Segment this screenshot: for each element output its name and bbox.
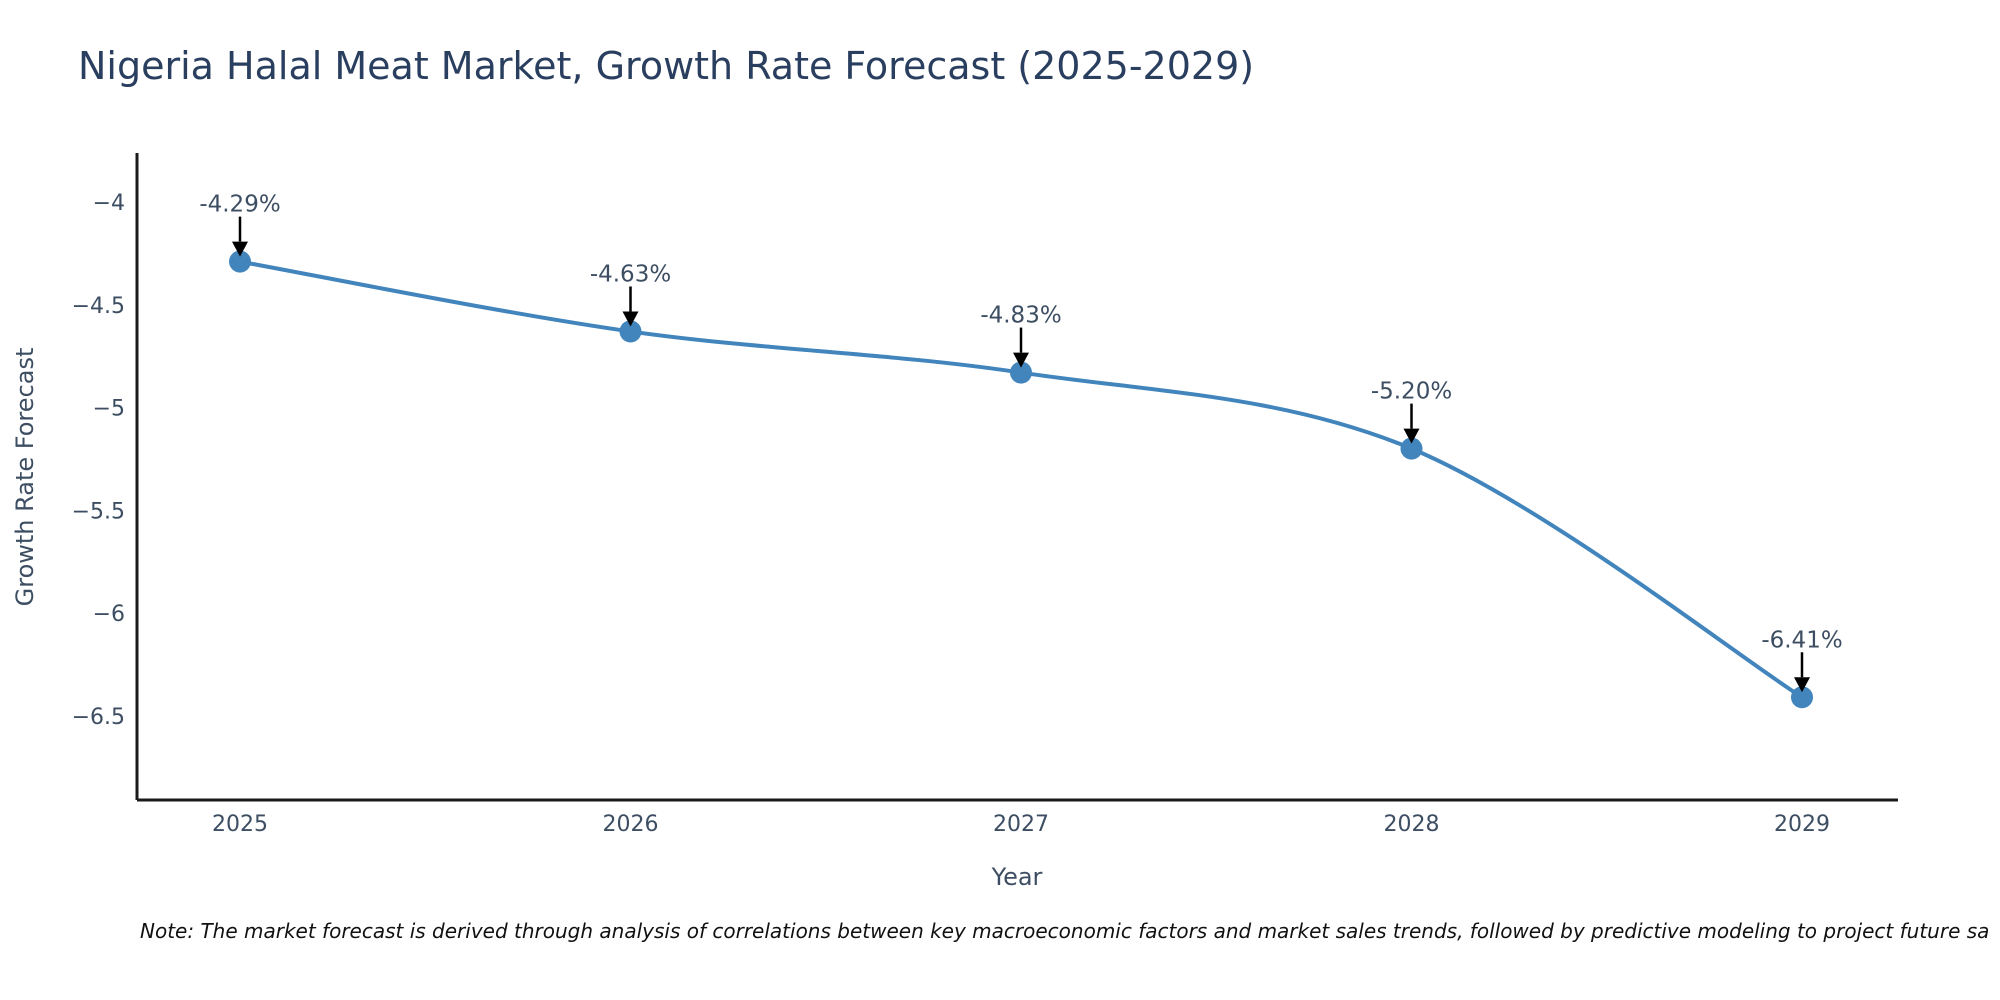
chart-footnote: Note: The market forecast is derived thr… — [140, 919, 1990, 943]
y-tick-label: −4 — [93, 191, 125, 216]
y-axis-title: Growth Rate Forecast — [11, 347, 39, 607]
y-tick-label: −5.5 — [72, 499, 125, 524]
x-axis-title: Year — [991, 863, 1043, 891]
x-tick-label: 2029 — [1774, 812, 1830, 837]
annotation-value-label: -4.83% — [980, 303, 1061, 329]
plot-area[interactable] — [137, 153, 1898, 800]
y-tick-label: −4.5 — [72, 294, 125, 319]
annotation-value-label: -4.63% — [590, 261, 671, 287]
y-tick-label: −6.5 — [72, 705, 125, 730]
chart-title: Nigeria Halal Meat Market, Growth Rate F… — [78, 44, 1255, 88]
data-point-2026[interactable] — [619, 320, 642, 343]
data-point-2027[interactable] — [1010, 361, 1032, 384]
x-tick-label: 2027 — [993, 812, 1049, 837]
annotation-arrowhead-icon — [1794, 677, 1810, 693]
y-tick-label: −5 — [93, 397, 125, 422]
x-tick-label: 2026 — [603, 812, 659, 837]
x-tick-label: 2028 — [1384, 812, 1440, 837]
y-tick-label: −6 — [93, 602, 125, 627]
annotation-value-label: -6.41% — [1761, 627, 1842, 653]
data-point-2025[interactable] — [229, 250, 251, 273]
annotation-arrowhead-icon — [1013, 352, 1029, 368]
data-point-2028[interactable] — [1400, 437, 1423, 460]
annotation-arrowhead-icon — [232, 241, 248, 257]
annotation-arrowhead-icon — [622, 311, 639, 327]
annotation-arrowhead-icon — [1403, 428, 1420, 444]
x-tick-label: 2025 — [212, 812, 268, 837]
data-point-2029[interactable] — [1791, 686, 1813, 709]
annotation-value-label: -4.29% — [199, 192, 280, 218]
annotation-value-label: -5.20% — [1371, 379, 1452, 405]
